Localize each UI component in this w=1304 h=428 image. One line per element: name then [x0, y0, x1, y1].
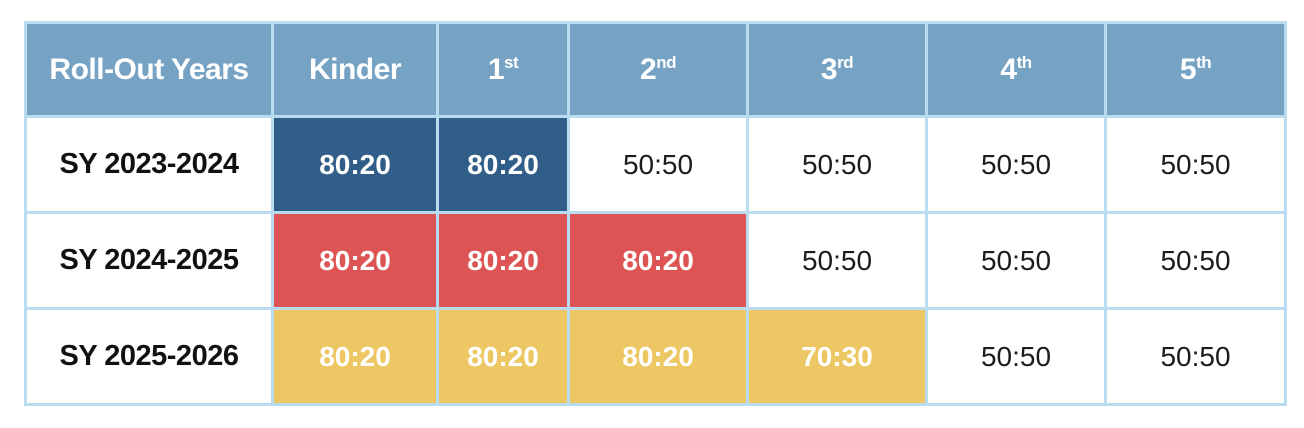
column-header-label: 4 [1000, 52, 1017, 86]
table-header-row: Roll-Out Years Kinder 1st 2nd 3rd 4th 5t… [24, 21, 1287, 118]
ratio-cell: 70:30 [746, 307, 928, 406]
ratio-cell: 80:20 [436, 307, 570, 406]
ordinal-suffix: nd [656, 52, 676, 72]
column-header-label: Kinder [308, 52, 402, 86]
ratio-cell: 50:50 [746, 115, 928, 214]
column-header-label: 2 [640, 52, 657, 86]
column-header-label: 3 [820, 52, 838, 86]
ordinal-suffix: st [504, 52, 519, 72]
column-header-label: 5 [1179, 52, 1197, 86]
ratio-cell: 50:50 [925, 307, 1107, 406]
ratio-cell: 50:50 [1104, 115, 1287, 214]
ratio-cell: 80:20 [436, 211, 570, 310]
ratio-cell: 50:50 [746, 211, 928, 310]
ordinal-suffix: th [1196, 52, 1212, 72]
column-header-1st: 1st [436, 21, 570, 118]
row-label: SY 2025-2026 [24, 307, 274, 406]
ordinal-suffix: th [1016, 52, 1033, 72]
table-row-sy-2024-2025: SY 2024-2025 80:20 80:20 80:20 50:50 50:… [24, 211, 1287, 310]
ordinal-suffix: rd [837, 52, 854, 72]
row-label: SY 2023-2024 [24, 115, 274, 214]
column-header-2nd: 2nd [567, 21, 749, 118]
column-header-label: Roll-Out Years [49, 52, 249, 86]
ratio-cell: 80:20 [271, 307, 439, 406]
table-row-sy-2023-2024: SY 2023-2024 80:20 80:20 50:50 50:50 50:… [24, 115, 1287, 214]
ratio-cell: 50:50 [925, 115, 1107, 214]
rollout-years-table: Roll-Out Years Kinder 1st 2nd 3rd 4th 5t… [24, 21, 1287, 406]
column-header-kinder: Kinder [271, 21, 439, 118]
ratio-cell: 80:20 [567, 307, 749, 406]
row-label: SY 2024-2025 [24, 211, 274, 310]
ratio-cell: 50:50 [1104, 307, 1287, 406]
column-header-rollout-years: Roll-Out Years [24, 21, 274, 118]
table-row-sy-2025-2026: SY 2025-2026 80:20 80:20 80:20 70:30 50:… [24, 307, 1287, 406]
ratio-cell: 80:20 [436, 115, 570, 214]
ratio-cell: 80:20 [271, 115, 439, 214]
column-header-3rd: 3rd [746, 21, 928, 118]
column-header-label: 1 [487, 52, 505, 86]
column-header-4th: 4th [925, 21, 1107, 118]
ratio-cell: 50:50 [567, 115, 749, 214]
column-header-5th: 5th [1104, 21, 1287, 118]
ratio-cell: 80:20 [271, 211, 439, 310]
ratio-cell: 80:20 [567, 211, 749, 310]
ratio-cell: 50:50 [925, 211, 1107, 310]
ratio-cell: 50:50 [1104, 211, 1287, 310]
